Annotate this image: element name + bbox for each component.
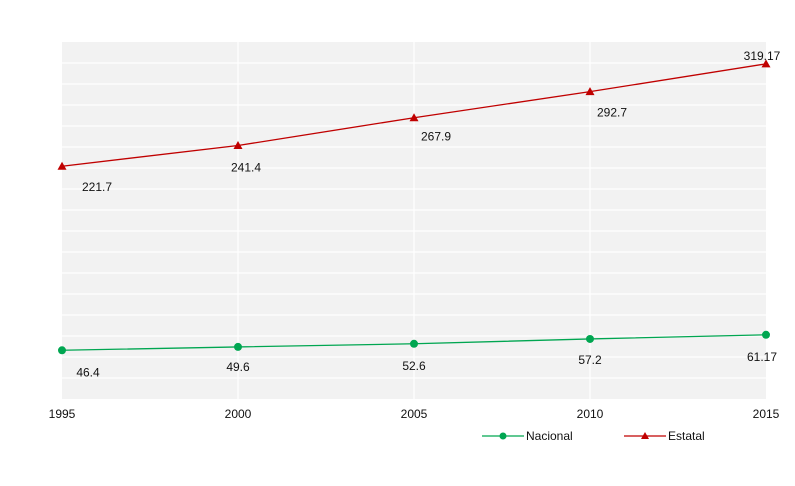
x-tick-label: 1995 <box>49 407 76 421</box>
data-point <box>586 334 594 343</box>
data-label: 52.6 <box>402 359 426 373</box>
legend-marker <box>499 432 507 440</box>
legend: Nacional Estatal <box>482 429 705 443</box>
data-label: 46.4 <box>76 365 100 379</box>
data-label: 319.17 <box>744 49 781 63</box>
legend-item-estatal: Estatal <box>624 429 705 443</box>
x-tick-label: 2005 <box>401 407 428 421</box>
data-point <box>57 161 67 170</box>
x-axis-ticks: 1995 2000 2005 2010 2015 <box>49 407 780 421</box>
series-group: 46.4 49.6 52.6 57.2 61.17 221.7 241.4 267.9 292.… <box>57 49 781 379</box>
data-point <box>410 339 418 348</box>
data-label: 221.7 <box>82 180 112 194</box>
legend-marker <box>641 432 649 439</box>
data-point <box>762 330 770 339</box>
x-tick-label: 2000 <box>225 407 252 421</box>
series-estatal: 221.7 241.4 267.9 292.7 319.17 <box>57 49 781 194</box>
x-tick-label: 2015 <box>753 407 780 421</box>
data-label: 57.2 <box>578 353 602 367</box>
data-point <box>585 87 595 96</box>
data-label: 267.9 <box>421 130 451 144</box>
data-point <box>233 141 243 150</box>
legend-label: Estatal <box>668 429 705 443</box>
x-tick-label: 2010 <box>577 407 604 421</box>
data-point <box>58 346 66 355</box>
legend-label: Nacional <box>526 429 573 443</box>
data-point <box>761 59 771 68</box>
data-point <box>409 113 419 122</box>
series-nacional: 46.4 49.6 52.6 57.2 61.17 <box>58 330 777 379</box>
data-label: 292.7 <box>597 106 627 120</box>
data-label: 61.17 <box>747 350 777 364</box>
data-point <box>234 342 242 351</box>
data-label: 49.6 <box>226 360 250 374</box>
legend-item-nacional: Nacional <box>482 429 573 443</box>
data-label: 241.4 <box>231 161 261 175</box>
